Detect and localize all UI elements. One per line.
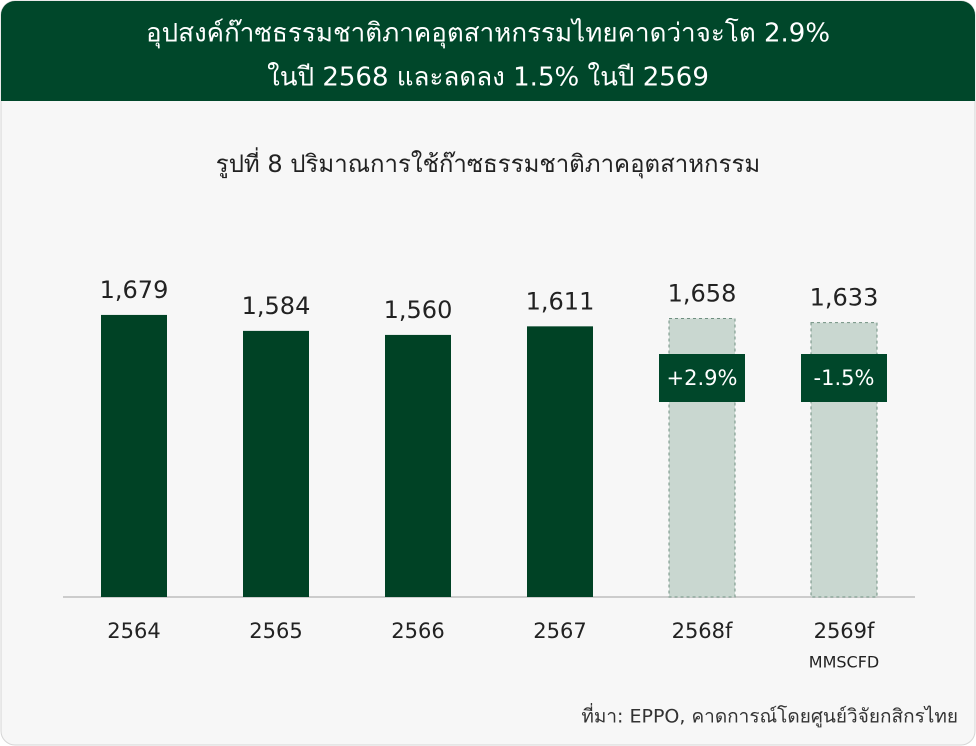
annotation-label: -1.5% [814, 366, 875, 390]
x-tick-label: 2565 [249, 619, 302, 643]
annotation-box [801, 354, 887, 402]
source-note: ที่มา: EPPO, คาดการณ์โดยศูนย์วิจัยกสิกรไ… [581, 703, 958, 728]
unit-label: MMSCFD [809, 653, 879, 672]
header-band [1, 1, 975, 101]
value-label: 1,679 [100, 276, 169, 304]
bar [527, 326, 593, 597]
header-line: อุปสงค์ก๊าซธรรมชาติภาคอุตสาหกรรมไทยคาดว่… [146, 18, 830, 49]
bar [101, 314, 167, 597]
bar [243, 330, 309, 597]
x-tick-label: 2566 [391, 619, 444, 643]
chart-title: รูปที่ 8 ปริมาณการใช้ก๊าซธรรมชาติภาคอุตส… [216, 147, 760, 179]
annotation-box [659, 354, 745, 402]
bar [385, 334, 451, 597]
value-label: 1,633 [810, 284, 879, 312]
value-label: 1,611 [526, 287, 595, 315]
value-label: 1,560 [384, 296, 453, 324]
x-tick-label: 2567 [533, 619, 586, 643]
x-tick-label: 2564 [107, 619, 160, 643]
x-tick-label: 2569f [814, 619, 875, 643]
annotation-label: +2.9% [667, 366, 738, 390]
header-line: ในปี 2568 และลดลง 1.5% ในปี 2569 [267, 63, 709, 93]
value-label: 1,658 [668, 279, 737, 307]
value-label: 1,584 [242, 292, 311, 320]
x-tick-label: 2568f [672, 619, 733, 643]
